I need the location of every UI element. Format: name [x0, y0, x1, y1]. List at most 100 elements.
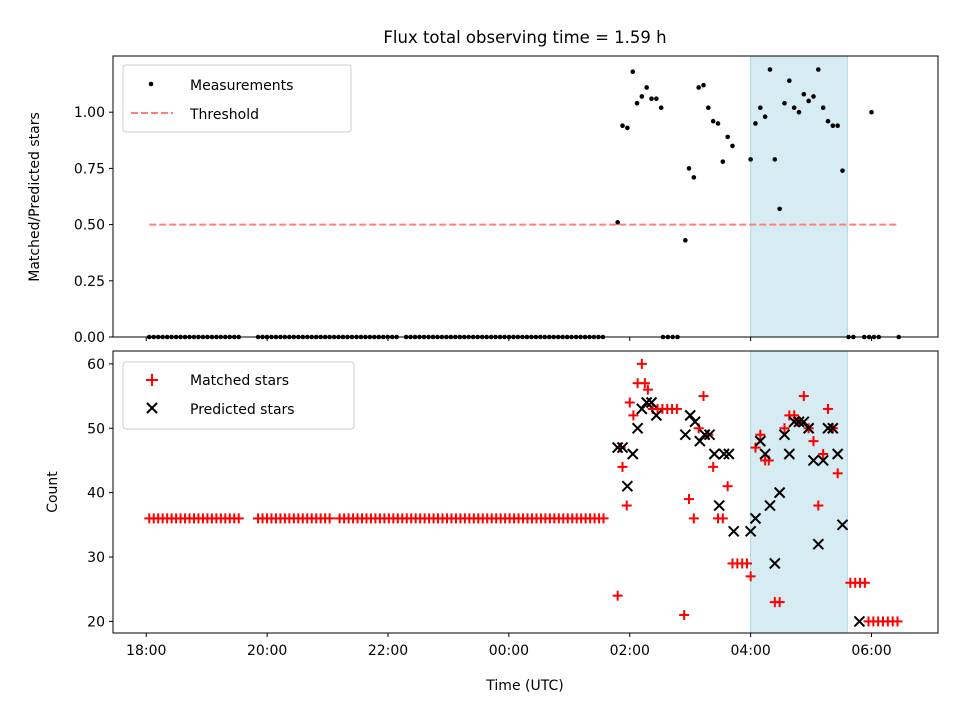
- predicted-star-marker: [807, 454, 820, 467]
- measurement-point: [840, 168, 845, 173]
- matched-star-marker: [624, 397, 635, 408]
- matched-star-marker: [233, 513, 244, 524]
- bottom-y-axis-label: Count: [45, 471, 61, 513]
- measurement-point: [767, 67, 773, 72]
- matched-star-marker: [798, 391, 809, 402]
- measurement-point: [710, 118, 716, 124]
- top-y-tick-label: 0.50: [74, 218, 105, 234]
- measurement-point: [634, 100, 640, 106]
- bottom-plot-area: [144, 358, 903, 628]
- predicted-star-marker: [783, 448, 796, 460]
- matched-star-marker: [779, 423, 790, 434]
- measurement-point: [801, 91, 807, 97]
- predicted-star-marker: [754, 435, 767, 447]
- predicted-star-marker: [798, 416, 810, 428]
- predicted-star-marker: [616, 441, 629, 454]
- measurement-point: [691, 175, 697, 180]
- legend-predicted-marker: [146, 402, 158, 414]
- top-axes-frame: [112, 55, 939, 338]
- matched-star-marker: [688, 513, 699, 524]
- measurement-point: [806, 98, 811, 104]
- top-legend-box: [122, 64, 352, 133]
- observing-window-shade: [750, 55, 848, 338]
- predicted-star-marker: [773, 486, 786, 499]
- measurement-point: [869, 109, 874, 115]
- top-y-tick-label: 0.25: [74, 274, 105, 290]
- bottom-legend: Matched stars Predicted stars: [122, 361, 355, 430]
- matched-star-marker: [859, 577, 870, 588]
- measurement-point: [762, 114, 768, 119]
- predicted-star-marker: [793, 416, 805, 428]
- top-y-tick-label: 1.00: [74, 105, 105, 121]
- observing-window-shade: [750, 350, 848, 634]
- predicted-star-marker: [679, 428, 692, 441]
- top-x-axis: [145, 337, 873, 341]
- matched-star-marker: [708, 461, 719, 472]
- predicted-star-marker: [831, 448, 844, 460]
- measurement-point: [649, 96, 654, 102]
- predicted-star-marker: [759, 448, 771, 460]
- matched-star-marker: [722, 481, 733, 492]
- matched-star-marker: [612, 590, 623, 601]
- matched-star-marker: [621, 500, 632, 511]
- predicted-star-marker: [718, 448, 730, 460]
- predicted-star-marker: [788, 416, 800, 428]
- bottom-legend-box: [122, 361, 355, 430]
- predicted-star-marker: [698, 428, 711, 441]
- predicted-star-marker: [611, 441, 624, 454]
- measurement-point: [777, 206, 782, 212]
- measurement-point: [630, 69, 636, 75]
- legend-measurements-label: Measurements: [190, 78, 293, 94]
- measurement-point: [748, 157, 753, 162]
- matched-star-marker: [755, 429, 766, 440]
- predicted-star-marker: [621, 480, 634, 492]
- matched-star-marker: [745, 571, 756, 582]
- measurement-point: [696, 85, 701, 90]
- predicted-star-marker: [689, 416, 701, 428]
- bottom-y-tick-label: 20: [87, 614, 105, 630]
- measurement-point: [753, 121, 758, 126]
- predicted-star-marker: [769, 557, 781, 570]
- predicted-star-marker: [645, 396, 658, 409]
- matched-star-marker: [750, 442, 761, 453]
- measurement-point: [725, 134, 730, 140]
- bottom-x-tick-label: 02:00: [610, 643, 650, 659]
- predicted-star-marker: [836, 519, 849, 531]
- matched-star-marker: [617, 461, 628, 472]
- bottom-x-tick-label: 06:00: [851, 643, 891, 659]
- measurement-point: [730, 143, 735, 149]
- predicted-star-marker: [764, 499, 776, 512]
- bottom-y-tick-label: 40: [87, 486, 105, 502]
- bottom-observing-window: [750, 350, 848, 634]
- matched-star-marker: [636, 358, 647, 369]
- bottom-y-axis: 20 30 40 50 60: [87, 357, 113, 630]
- measurement-point: [615, 220, 620, 225]
- predicted-star-marker: [802, 422, 815, 434]
- predicted-star-marker: [627, 448, 639, 460]
- measurement-point: [683, 238, 688, 243]
- matched-star-marker: [892, 616, 903, 627]
- matched-star-marker: [679, 609, 690, 620]
- bottom-x-tick-label: 20:00: [247, 643, 287, 659]
- measurement-point: [715, 121, 721, 126]
- legend-threshold-label: Threshold: [189, 107, 259, 123]
- bottom-x-tick-label: 22:00: [368, 643, 408, 659]
- measurement-point: [787, 78, 792, 84]
- top-observing-window: [750, 55, 848, 338]
- measurement-point: [830, 123, 836, 128]
- bottom-x-tick-label: 04:00: [730, 643, 770, 659]
- bottom-y-tick-label: 30: [87, 550, 105, 566]
- matched-star-marker: [742, 558, 753, 569]
- predicted-star-marker: [744, 525, 757, 537]
- predicted-star-marker: [631, 422, 644, 434]
- matched-star-marker: [671, 403, 682, 414]
- measurement-point: [654, 96, 659, 102]
- predicted-star-marker: [728, 525, 740, 537]
- measurement-point: [658, 105, 664, 111]
- matched-star-marker: [683, 494, 694, 505]
- measurement-point: [825, 118, 831, 124]
- matched-star-marker: [698, 391, 709, 402]
- predicted-star-marker: [650, 409, 663, 422]
- predicted-star-marker: [749, 512, 762, 525]
